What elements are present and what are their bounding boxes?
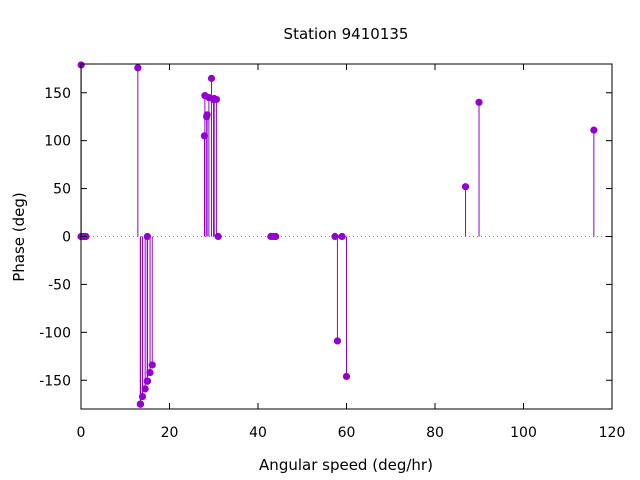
data-point	[214, 232, 222, 241]
data-point	[342, 372, 351, 381]
y-tick-label: -50	[48, 277, 71, 293]
data-point	[148, 361, 156, 369]
data-point	[146, 368, 154, 377]
y-tick-label: 100	[44, 134, 71, 150]
x-tick-label: 60	[338, 425, 356, 441]
data-point	[272, 232, 280, 241]
impulse-layer	[80, 64, 595, 405]
data-point	[138, 392, 147, 401]
data-point	[331, 232, 339, 241]
x-axis-label: Angular speed (deg/hr)	[259, 456, 433, 474]
data-point	[200, 132, 209, 140]
data-point	[212, 95, 221, 104]
y-tick-label: 50	[53, 182, 71, 198]
data-point	[475, 98, 483, 106]
data-point	[590, 126, 598, 134]
y-tick-label: -150	[39, 373, 71, 389]
plot-border	[80, 63, 613, 410]
data-point	[143, 377, 152, 385]
x-tick-label: 20	[161, 425, 179, 441]
y-tick-label: -100	[39, 325, 71, 341]
y-axis-label: Phase (deg)	[10, 192, 28, 282]
data-point	[143, 232, 151, 241]
x-tick-label: 120	[599, 425, 626, 441]
data-point	[461, 183, 470, 191]
x-tick-label: 0	[77, 425, 86, 441]
data-point	[141, 385, 149, 393]
data-point	[333, 337, 342, 345]
y-tick-label: 0	[62, 230, 71, 246]
x-tick-label: 40	[249, 425, 267, 441]
x-tick-label: 80	[426, 425, 444, 441]
data-point	[136, 400, 145, 408]
data-point	[207, 74, 216, 82]
tick-layer: 0 20 40 60 80 100 120 -150 -100 -50 0 50 100 150	[39, 64, 625, 441]
y-tick-label: 150	[44, 86, 71, 102]
data-point	[203, 111, 211, 119]
data-point	[338, 232, 346, 241]
data-point	[134, 64, 142, 72]
chart-title: Station 9410135	[284, 25, 409, 43]
x-tick-label: 100	[510, 425, 537, 441]
